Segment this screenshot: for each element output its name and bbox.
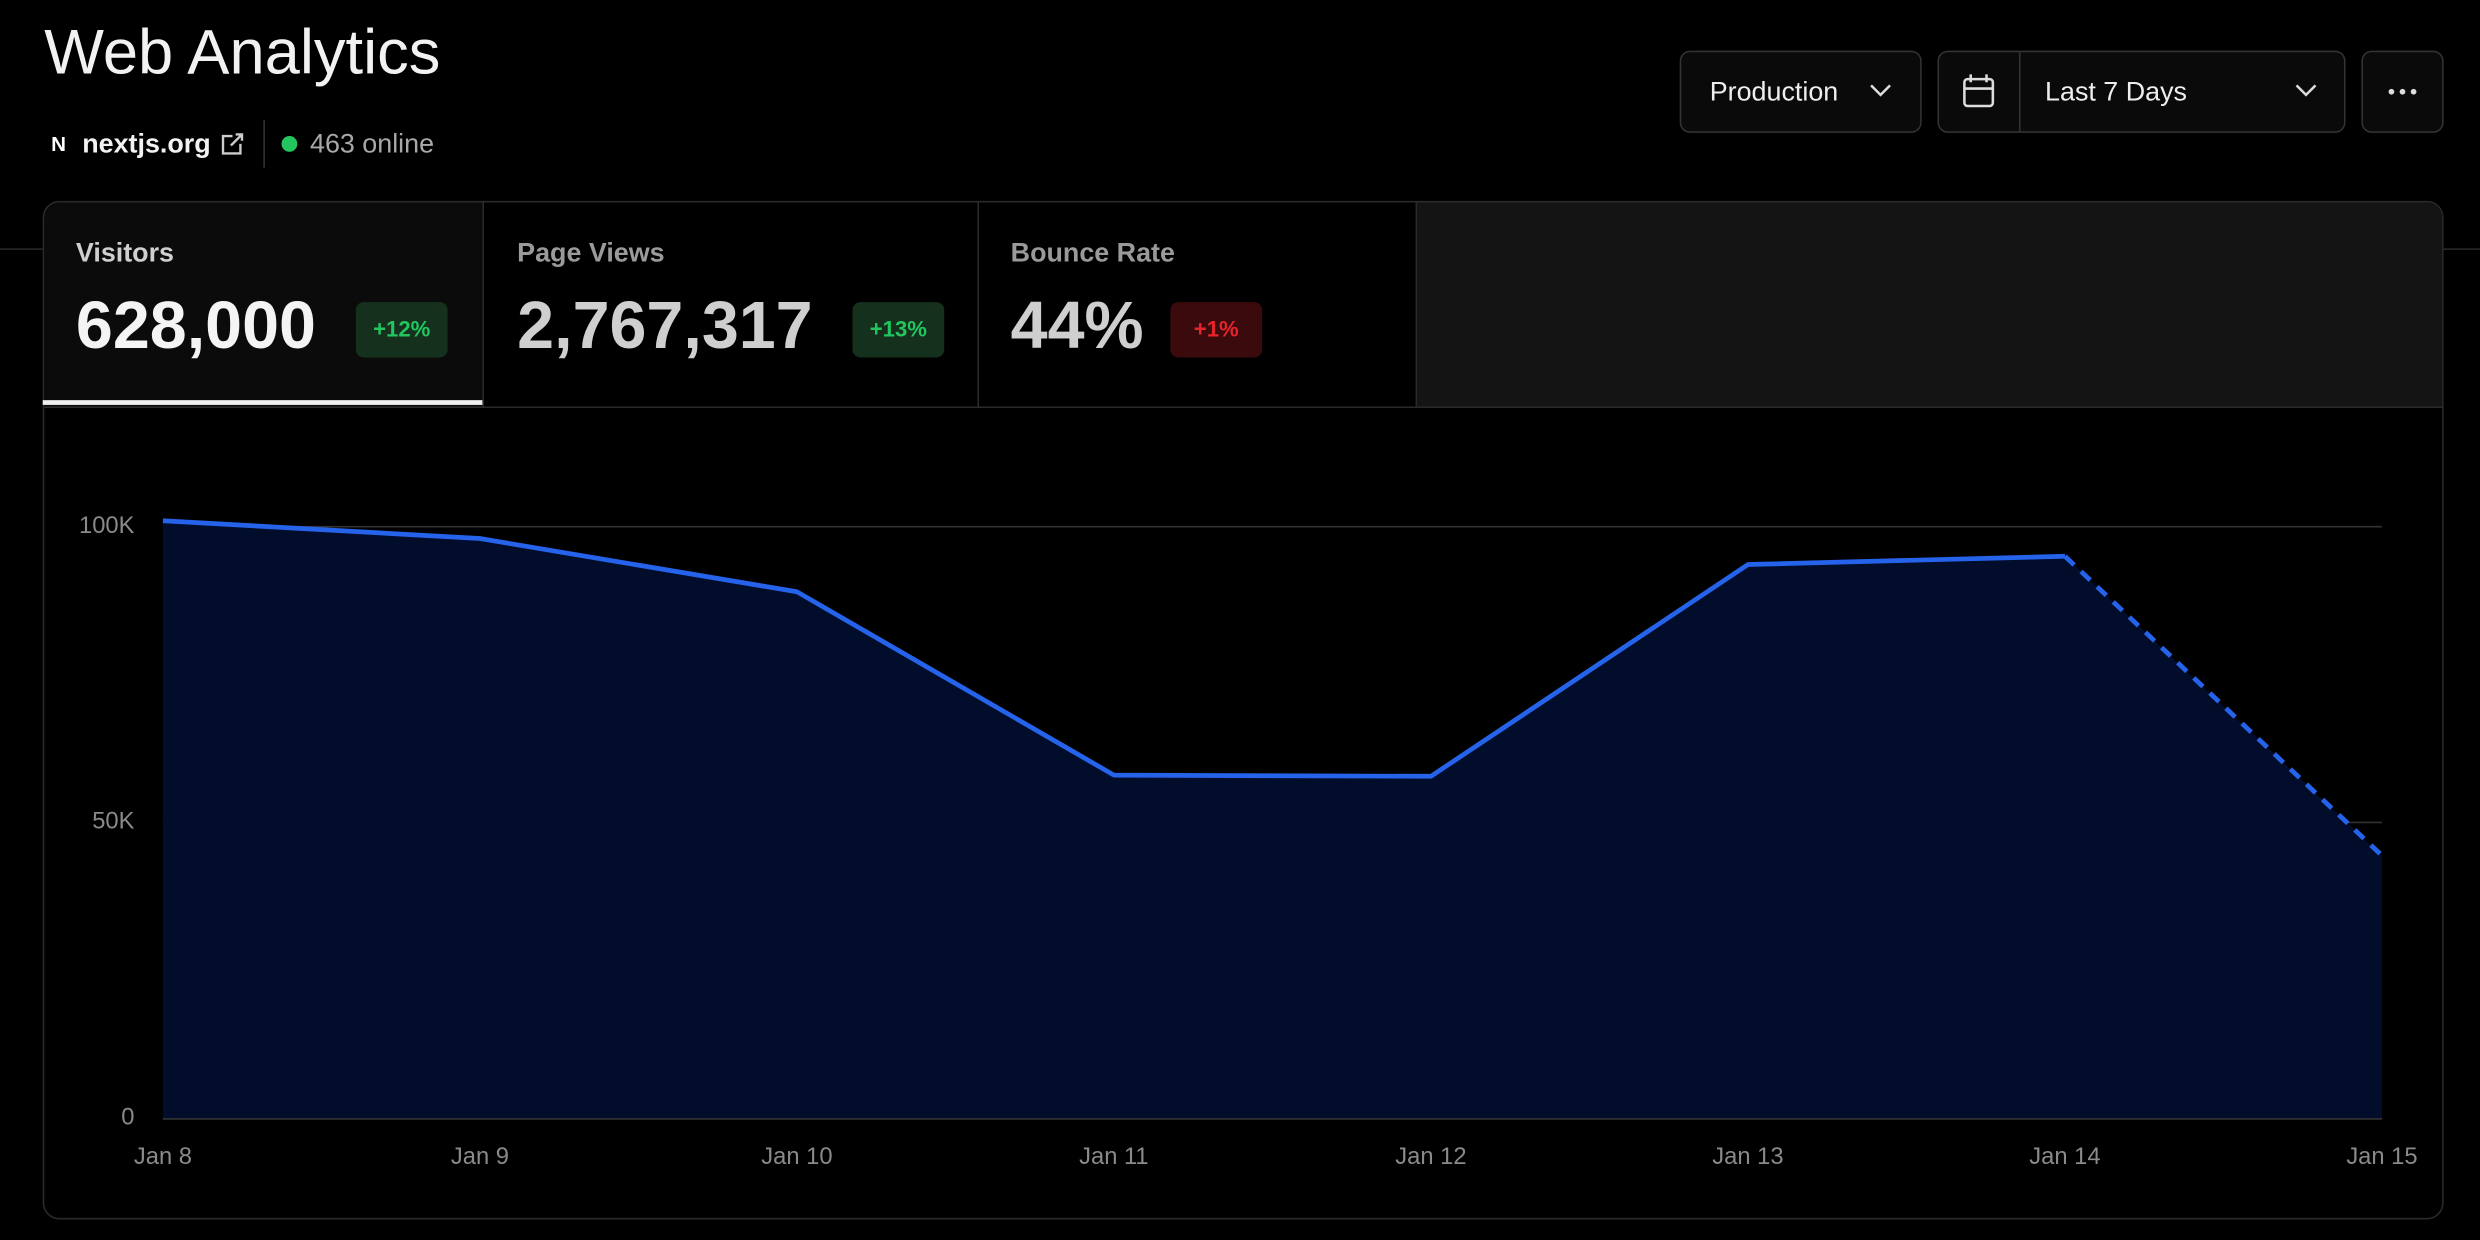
active-tab-indicator [42,400,483,405]
online-count: 463 online [310,129,434,159]
x-tick-label: Jan 13 [1712,1144,1783,1170]
y-tick-label: 0 [121,1104,134,1130]
x-tick-label: Jan 11 [1079,1144,1148,1170]
y-tick-label: 50K [92,809,134,835]
calendar-icon[interactable] [1963,74,1995,108]
x-tick-label: Jan 14 [2029,1144,2100,1170]
change-text: +13% [870,316,928,341]
x-tick-label: Jan 12 [1395,1144,1466,1170]
metric-label[interactable]: Page Views [517,238,664,268]
tab-filler [1417,202,2443,407]
change-badge [1170,302,1263,358]
dot[interactable] [2410,88,2417,95]
online-dot [281,136,298,152]
dropdown-box[interactable] [1679,50,1922,133]
more-button[interactable] [2361,50,2444,133]
change-text: +12% [373,316,431,341]
site-logo: N [51,133,66,156]
metric-value[interactable]: 628,000 [76,289,316,363]
change-text: +1% [1194,316,1239,341]
page-title: Web Analytics [44,18,440,88]
x-tick-label: Jan 15 [2346,1144,2417,1170]
metric-value[interactable]: 2,767,317 [517,289,812,363]
x-tick-label: Jan 8 [134,1144,192,1170]
external-link-icon[interactable] [221,133,244,155]
metric-value[interactable]: 44% [1011,289,1144,363]
line [162,518,2065,779]
dropdown-label[interactable]: Production [1710,76,1838,106]
site-link[interactable]: nextjs.org [82,129,210,159]
x-tick-label: Jan 10 [761,1144,832,1170]
environment-dropdown[interactable]: Production [1679,50,1922,133]
range-dropdown[interactable]: Last 7 Days [1937,50,2346,133]
x-tick-label: Jan 9 [451,1144,509,1170]
chevron[interactable] [2295,84,2317,97]
chevron[interactable] [1870,84,1891,97]
metric-label[interactable]: Bounce Rate [1011,238,1175,268]
area-fill [162,520,2382,1119]
change-badge [852,302,945,358]
dot[interactable] [2388,88,2395,95]
dropdown-box[interactable] [1937,50,2346,133]
metric-label[interactable]: Visitors [76,238,174,268]
dropdown-label[interactable]: Last 7 Days [2045,76,2187,106]
dot[interactable] [2399,88,2406,95]
y-tick-label: 100K [79,513,135,539]
change-badge [355,302,448,358]
projected-line [2063,554,2384,858]
